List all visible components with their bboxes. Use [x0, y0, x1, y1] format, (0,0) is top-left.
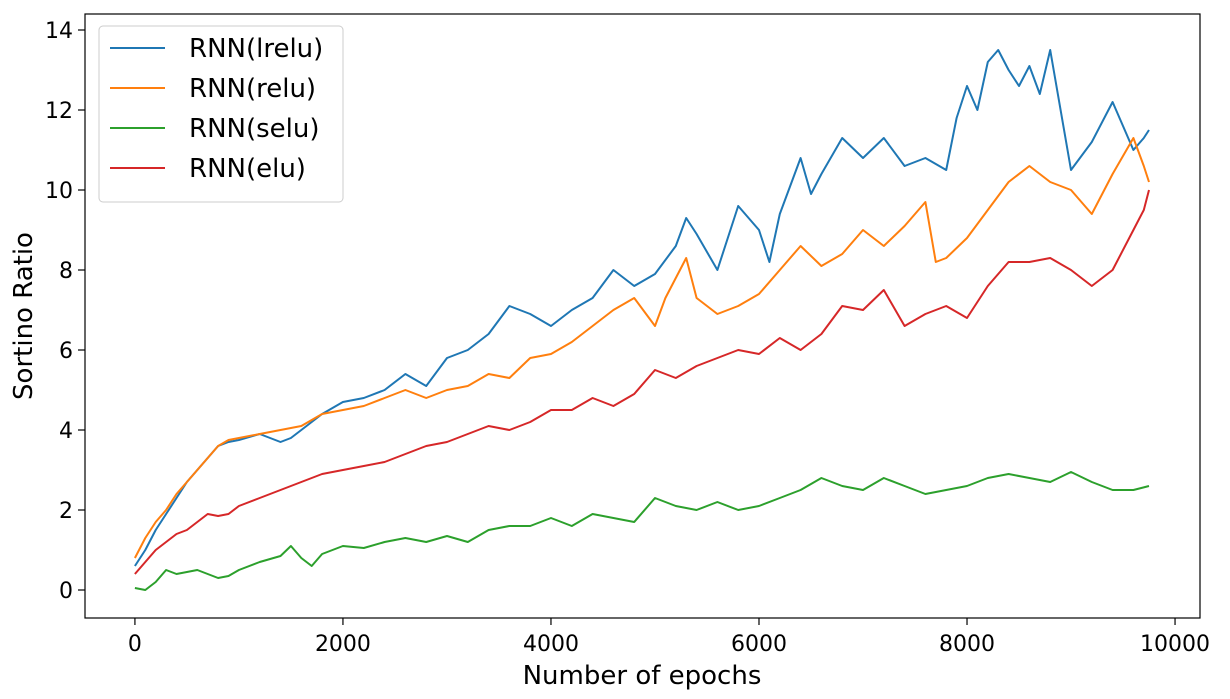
x-tick-label: 4000: [523, 632, 579, 657]
series-layer: [134, 49, 1150, 591]
legend-label-3: RNN(elu): [189, 154, 306, 184]
legend-box: [98, 25, 344, 203]
series-line-2: [134, 471, 1150, 591]
series-line-3: [134, 189, 1150, 575]
y-tick-label: 2: [59, 499, 73, 524]
y-axis-label: Sortino Ratio: [9, 232, 39, 400]
y-tick-label: 4: [59, 419, 73, 444]
y-tick-label: 12: [45, 99, 73, 124]
x-tick-label: 2000: [315, 632, 371, 657]
x-axis-ticks: 0 2000 4000 6000 8000 10000: [128, 618, 1210, 657]
series-line-1: [134, 137, 1150, 559]
x-tick-label: 10000: [1140, 632, 1210, 657]
y-axis-ticks: 0 2 4 6 8 10 12 14: [45, 19, 85, 604]
legend-label-2: RNN(selu): [189, 114, 320, 144]
legend-label-0: RNN(lrelu): [189, 34, 323, 64]
x-axis-label: Number of epochs: [523, 661, 762, 691]
legend-label-1: RNN(relu): [189, 74, 316, 104]
plot-frame: [84, 13, 1201, 619]
y-tick-label: 14: [45, 19, 73, 44]
y-tick-label: 0: [59, 579, 73, 604]
x-tick-label: 8000: [939, 632, 995, 657]
y-tick-label: 6: [59, 339, 73, 364]
x-tick-label: 0: [128, 632, 142, 657]
y-tick-label: 8: [59, 259, 73, 284]
x-tick-label: 6000: [731, 632, 787, 657]
legend: RNN(lrelu) RNN(relu) RNN(selu) RNN(elu): [98, 25, 344, 203]
y-tick-label: 10: [45, 179, 73, 204]
